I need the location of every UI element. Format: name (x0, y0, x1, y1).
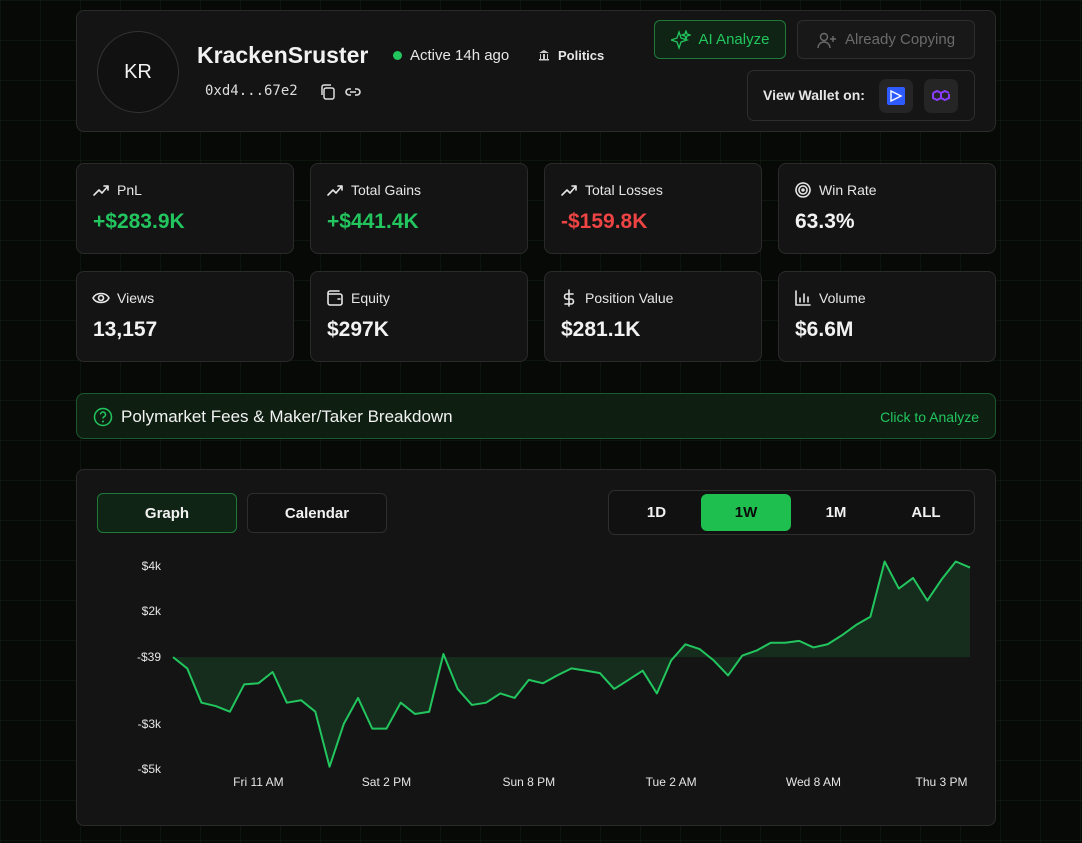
stat-icon (795, 182, 811, 198)
y-tick-label: -$3k (138, 717, 162, 731)
stat-value: $297K (327, 318, 389, 341)
stat-label: Views (117, 290, 155, 306)
stat-card: Win Rate 63.3% (778, 163, 996, 254)
y-tick-label: $4k (142, 559, 162, 573)
x-tick-label: Sun 8 PM (502, 775, 555, 789)
y-tick-label: -$39 (137, 650, 161, 664)
profile-card: KR KrackenSruster Active 14h ago Politic… (76, 10, 996, 132)
stat-label: PnL (117, 182, 142, 198)
range-label: 1M (825, 504, 847, 521)
graph-tab[interactable]: Graph (97, 493, 237, 533)
stat-card: Views 13,157 (76, 271, 294, 362)
calendar-tab-label: Calendar (284, 504, 350, 522)
graph-tab-label: Graph (144, 504, 190, 522)
x-tick-label: Sat 2 PM (362, 775, 411, 789)
already-copying-label: Already Copying (844, 31, 956, 48)
y-tick-label: $2k (142, 604, 162, 618)
range-label: ALL (911, 504, 941, 521)
already-copying-button[interactable]: Already Copying (797, 20, 975, 59)
stat-icon (92, 292, 110, 304)
stat-value: -$159.8K (561, 210, 648, 233)
stat-label: Equity (351, 290, 390, 306)
stat-label: Win Rate (819, 182, 877, 198)
range-option[interactable]: ALL (881, 494, 971, 531)
explorer-link[interactable] (879, 79, 913, 113)
stat-card: Total Losses -$159.8K (544, 163, 762, 254)
range-label: 1W (734, 504, 758, 521)
stat-card: PnL +$283.9K (76, 163, 294, 254)
stat-value: $6.6M (795, 318, 854, 341)
stat-value: +$441.4K (327, 210, 419, 233)
banner-action[interactable]: Click to Analyze (880, 409, 979, 425)
range-label: 1D (646, 504, 667, 521)
stat-icon (563, 289, 575, 307)
stat-value: +$283.9K (93, 210, 185, 233)
y-tick-label: -$5k (138, 762, 162, 776)
stat-label: Position Value (585, 290, 674, 306)
stat-icon (795, 290, 811, 306)
stat-card: Equity $297K (310, 271, 528, 362)
stat-card: Total Gains +$441.4K (310, 163, 528, 254)
avatar-initials: KR (124, 60, 152, 83)
link-icon[interactable] (344, 83, 362, 101)
x-tick-label: Fri 11 AM (233, 775, 283, 789)
pnl-line (172, 560, 971, 768)
calendar-tab[interactable]: Calendar (247, 493, 387, 533)
sparkle-icon (670, 29, 691, 50)
polygon-icon (932, 89, 950, 102)
x-tick-label: Tue 2 AM (646, 775, 697, 789)
view-wallet-label: View Wallet on: (763, 87, 865, 103)
view-wallet-box: View Wallet on: (747, 70, 975, 121)
stat-value: 63.3% (795, 210, 855, 233)
x-tick-label: Wed 8 AM (786, 775, 841, 789)
range-selector: 1D 1W 1M ALL (608, 490, 975, 535)
profile-name: KrackenSruster (197, 42, 369, 68)
range-option[interactable]: 1M (791, 494, 881, 531)
stat-icon (93, 185, 109, 196)
pnl-chart: $4k $2k -$39 -$3k -$5k Fri 11 AM Sat 2 PM Sun 8… (137, 559, 971, 789)
range-option[interactable]: 1D (612, 494, 701, 531)
stat-icon (561, 185, 577, 196)
stat-card: Volume $6.6M (778, 271, 996, 362)
category-tag: Politics (558, 48, 605, 63)
stat-value: $281.1K (561, 318, 641, 341)
help-icon (93, 407, 113, 427)
stat-value: 13,157 (93, 318, 158, 341)
copy-icon[interactable] (319, 83, 337, 101)
explorer-icon (887, 87, 905, 105)
stat-label: Volume (819, 290, 866, 306)
status-text: Active 14h ago (410, 47, 510, 64)
fees-banner[interactable]: Polymarket Fees & Maker/Taker Breakdown … (76, 393, 996, 439)
range-option-active[interactable]: 1W (701, 494, 791, 531)
x-tick-label: Thu 3 PM (916, 775, 968, 789)
stat-card: Position Value $281.1K (544, 271, 762, 362)
stat-label: Total Gains (351, 182, 422, 198)
ai-analyze-button[interactable]: AI Analyze (654, 20, 786, 59)
area-fill (173, 561, 970, 767)
avatar: KR (97, 31, 179, 113)
stat-label: Total Losses (585, 182, 663, 198)
category-icon (539, 50, 549, 61)
chart-card: Graph Calendar 1D 1W 1M ALL $4k $2k -$39 -$… (76, 469, 996, 826)
stat-icon (327, 185, 343, 196)
polygon-link[interactable] (924, 79, 958, 113)
user-plus-icon (817, 32, 836, 48)
banner-title: Polymarket Fees & Maker/Taker Breakdown (121, 407, 453, 426)
stat-icon (327, 290, 343, 306)
ai-analyze-label: AI Analyze (698, 31, 770, 48)
status-dot (393, 51, 402, 60)
wallet-address: 0xd4...67e2 (205, 83, 298, 99)
